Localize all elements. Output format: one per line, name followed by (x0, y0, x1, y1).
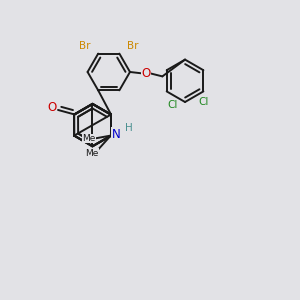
Text: Cl: Cl (198, 97, 208, 107)
Text: Br: Br (127, 41, 138, 51)
Text: Me: Me (82, 134, 95, 143)
Text: Me: Me (85, 149, 98, 158)
Text: N: N (112, 128, 121, 141)
Text: Cl: Cl (167, 100, 178, 110)
Text: O: O (47, 100, 57, 113)
Text: Br: Br (79, 41, 91, 51)
Text: H: H (125, 123, 133, 133)
Text: O: O (142, 67, 151, 80)
